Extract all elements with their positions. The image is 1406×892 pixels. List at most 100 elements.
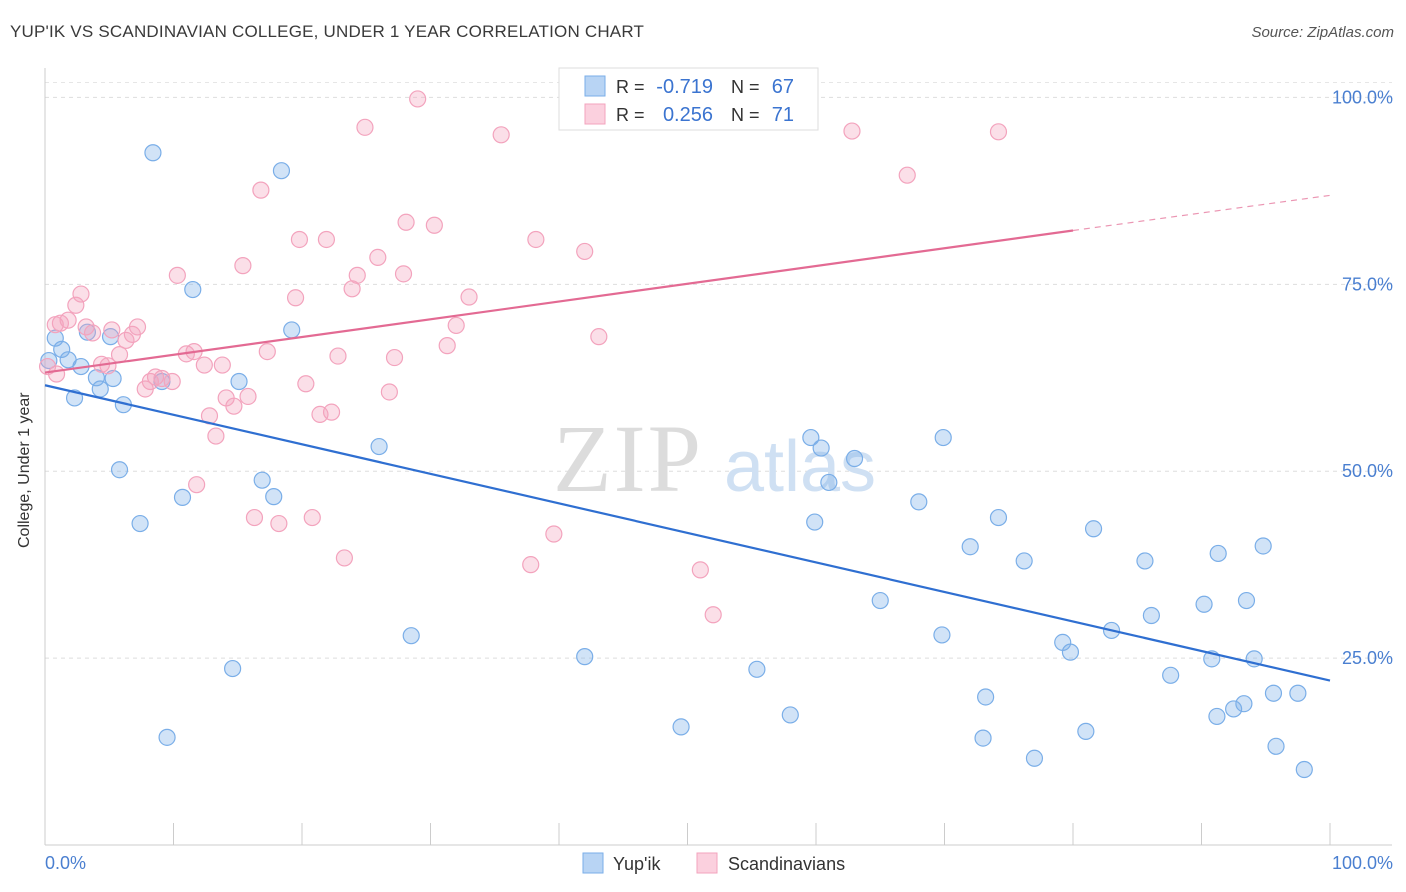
scandinavian-point — [47, 365, 66, 383]
yupik-point — [1237, 591, 1256, 610]
yupik-point — [224, 659, 242, 678]
yupik-point — [1084, 520, 1103, 538]
watermark-zip: ZIP — [553, 405, 703, 512]
scandinavian-point — [898, 166, 916, 184]
yupik-point — [781, 706, 799, 724]
scandinavian-point — [258, 343, 276, 361]
scandinavian-point — [213, 356, 231, 374]
yupik-point — [933, 626, 951, 644]
axes — [44, 68, 1392, 846]
x-tick-label-left: 0.0% — [45, 853, 86, 873]
scandinavian-point — [348, 266, 366, 284]
scandinavian-point — [843, 122, 861, 140]
source-credit: Source: ZipAtlas.com — [1251, 24, 1394, 41]
yupik-point — [184, 280, 202, 299]
y-tick-label: 25.0% — [1342, 648, 1393, 668]
trend-lines — [44, 194, 1331, 682]
scandinavian-point — [356, 118, 374, 136]
scandinavian-point — [409, 90, 427, 108]
yupik-point — [871, 591, 889, 610]
yupik-point — [820, 473, 838, 492]
legend-r-label: R = — [616, 105, 645, 125]
scandinavian-point — [545, 525, 563, 543]
yupik-point — [272, 162, 291, 180]
scandinavian-point — [989, 123, 1008, 141]
yupik-point — [1162, 666, 1180, 684]
scandinavian-point — [397, 213, 415, 231]
scandinavian-point — [286, 289, 305, 307]
scandinavian-point — [270, 514, 288, 533]
scandinavian-point — [704, 606, 722, 624]
yupik-point — [253, 471, 271, 489]
yupik-point — [961, 538, 979, 556]
yupik-point — [1235, 695, 1253, 713]
scandinavian-point — [168, 266, 186, 284]
legend-n-label: N = — [731, 77, 760, 97]
scandinavian-point — [59, 311, 77, 329]
scandinavian-point — [234, 257, 252, 275]
legend: R = -0.719 N = 67 R = 0.256 N = 71 — [558, 67, 819, 131]
yupik-point — [91, 380, 109, 398]
yupik-point — [989, 508, 1008, 527]
scandinavian-point — [77, 318, 95, 336]
scandinavian-trend-extension — [1072, 194, 1331, 232]
legend-swatch-yupik — [584, 75, 606, 97]
legend-n-value: 71 — [772, 104, 794, 126]
yupik-point — [1208, 707, 1226, 726]
yupik-point — [173, 488, 192, 506]
yupik-point — [230, 372, 248, 391]
scandinavian-point — [207, 427, 225, 445]
yupik-point — [1289, 684, 1307, 702]
yupik-point — [977, 688, 995, 706]
yupik-point — [1061, 643, 1080, 661]
yupik-point — [265, 488, 283, 506]
scandinavian-point — [691, 561, 709, 579]
bottom-legend-label-yupik: Yup'ik — [613, 854, 661, 874]
scandinavian-point — [146, 368, 165, 386]
legend-n-label: N = — [731, 105, 760, 125]
tick-labels: 25.0% 50.0% 75.0% 100.0% 0.0% 100.0% — [45, 87, 1393, 873]
x-tick-label-right: 100.0% — [1332, 853, 1393, 873]
scandinavian-point — [188, 476, 206, 494]
yupik-point — [1295, 760, 1313, 779]
yupik-point — [1225, 700, 1243, 718]
scandinavian-point — [492, 126, 510, 144]
yupik-point — [1025, 749, 1044, 767]
scandinavian-point — [317, 230, 336, 249]
y-tick-label: 75.0% — [1342, 274, 1393, 294]
scandinavian-point — [460, 288, 478, 306]
scandinavian-point — [225, 397, 243, 415]
scandinavian-point — [117, 331, 135, 349]
yupik-point — [1015, 552, 1033, 570]
yupik-point — [370, 437, 388, 456]
scandinavian-point — [369, 248, 387, 267]
y-tick-label: 50.0% — [1342, 461, 1393, 481]
legend-r-label: R = — [616, 77, 645, 97]
scandinavian-point — [72, 285, 90, 303]
data-points — [38, 90, 1313, 779]
scandinavian-point — [297, 375, 315, 393]
yupik-point — [812, 439, 830, 457]
yupik-point — [845, 449, 864, 468]
chart-title: YUP'IK VS SCANDINAVIAN COLLEGE, UNDER 1 … — [10, 22, 645, 41]
scandinavian-point — [290, 230, 309, 249]
scandinavian-point — [245, 508, 264, 527]
yupik-point — [1136, 552, 1154, 570]
yupik-point — [110, 461, 129, 479]
yupik-point — [1264, 684, 1283, 702]
scandinavian-point — [67, 296, 85, 314]
yupik-point — [1195, 595, 1213, 613]
scandinavian-point — [83, 324, 102, 342]
watermark-atlas: atlas — [724, 427, 876, 507]
yupik-point — [672, 718, 690, 736]
scandinavian-point — [239, 387, 257, 406]
scandinavian-point — [153, 369, 171, 388]
scandinavian-point — [394, 265, 413, 283]
yupik-point — [144, 144, 162, 162]
scandinavian-point — [527, 230, 545, 249]
scandinavian-point — [128, 318, 147, 336]
y-tick-label: 100.0% — [1332, 87, 1393, 107]
scandinavian-point — [303, 508, 321, 527]
legend-r-value: 0.256 — [663, 104, 713, 126]
